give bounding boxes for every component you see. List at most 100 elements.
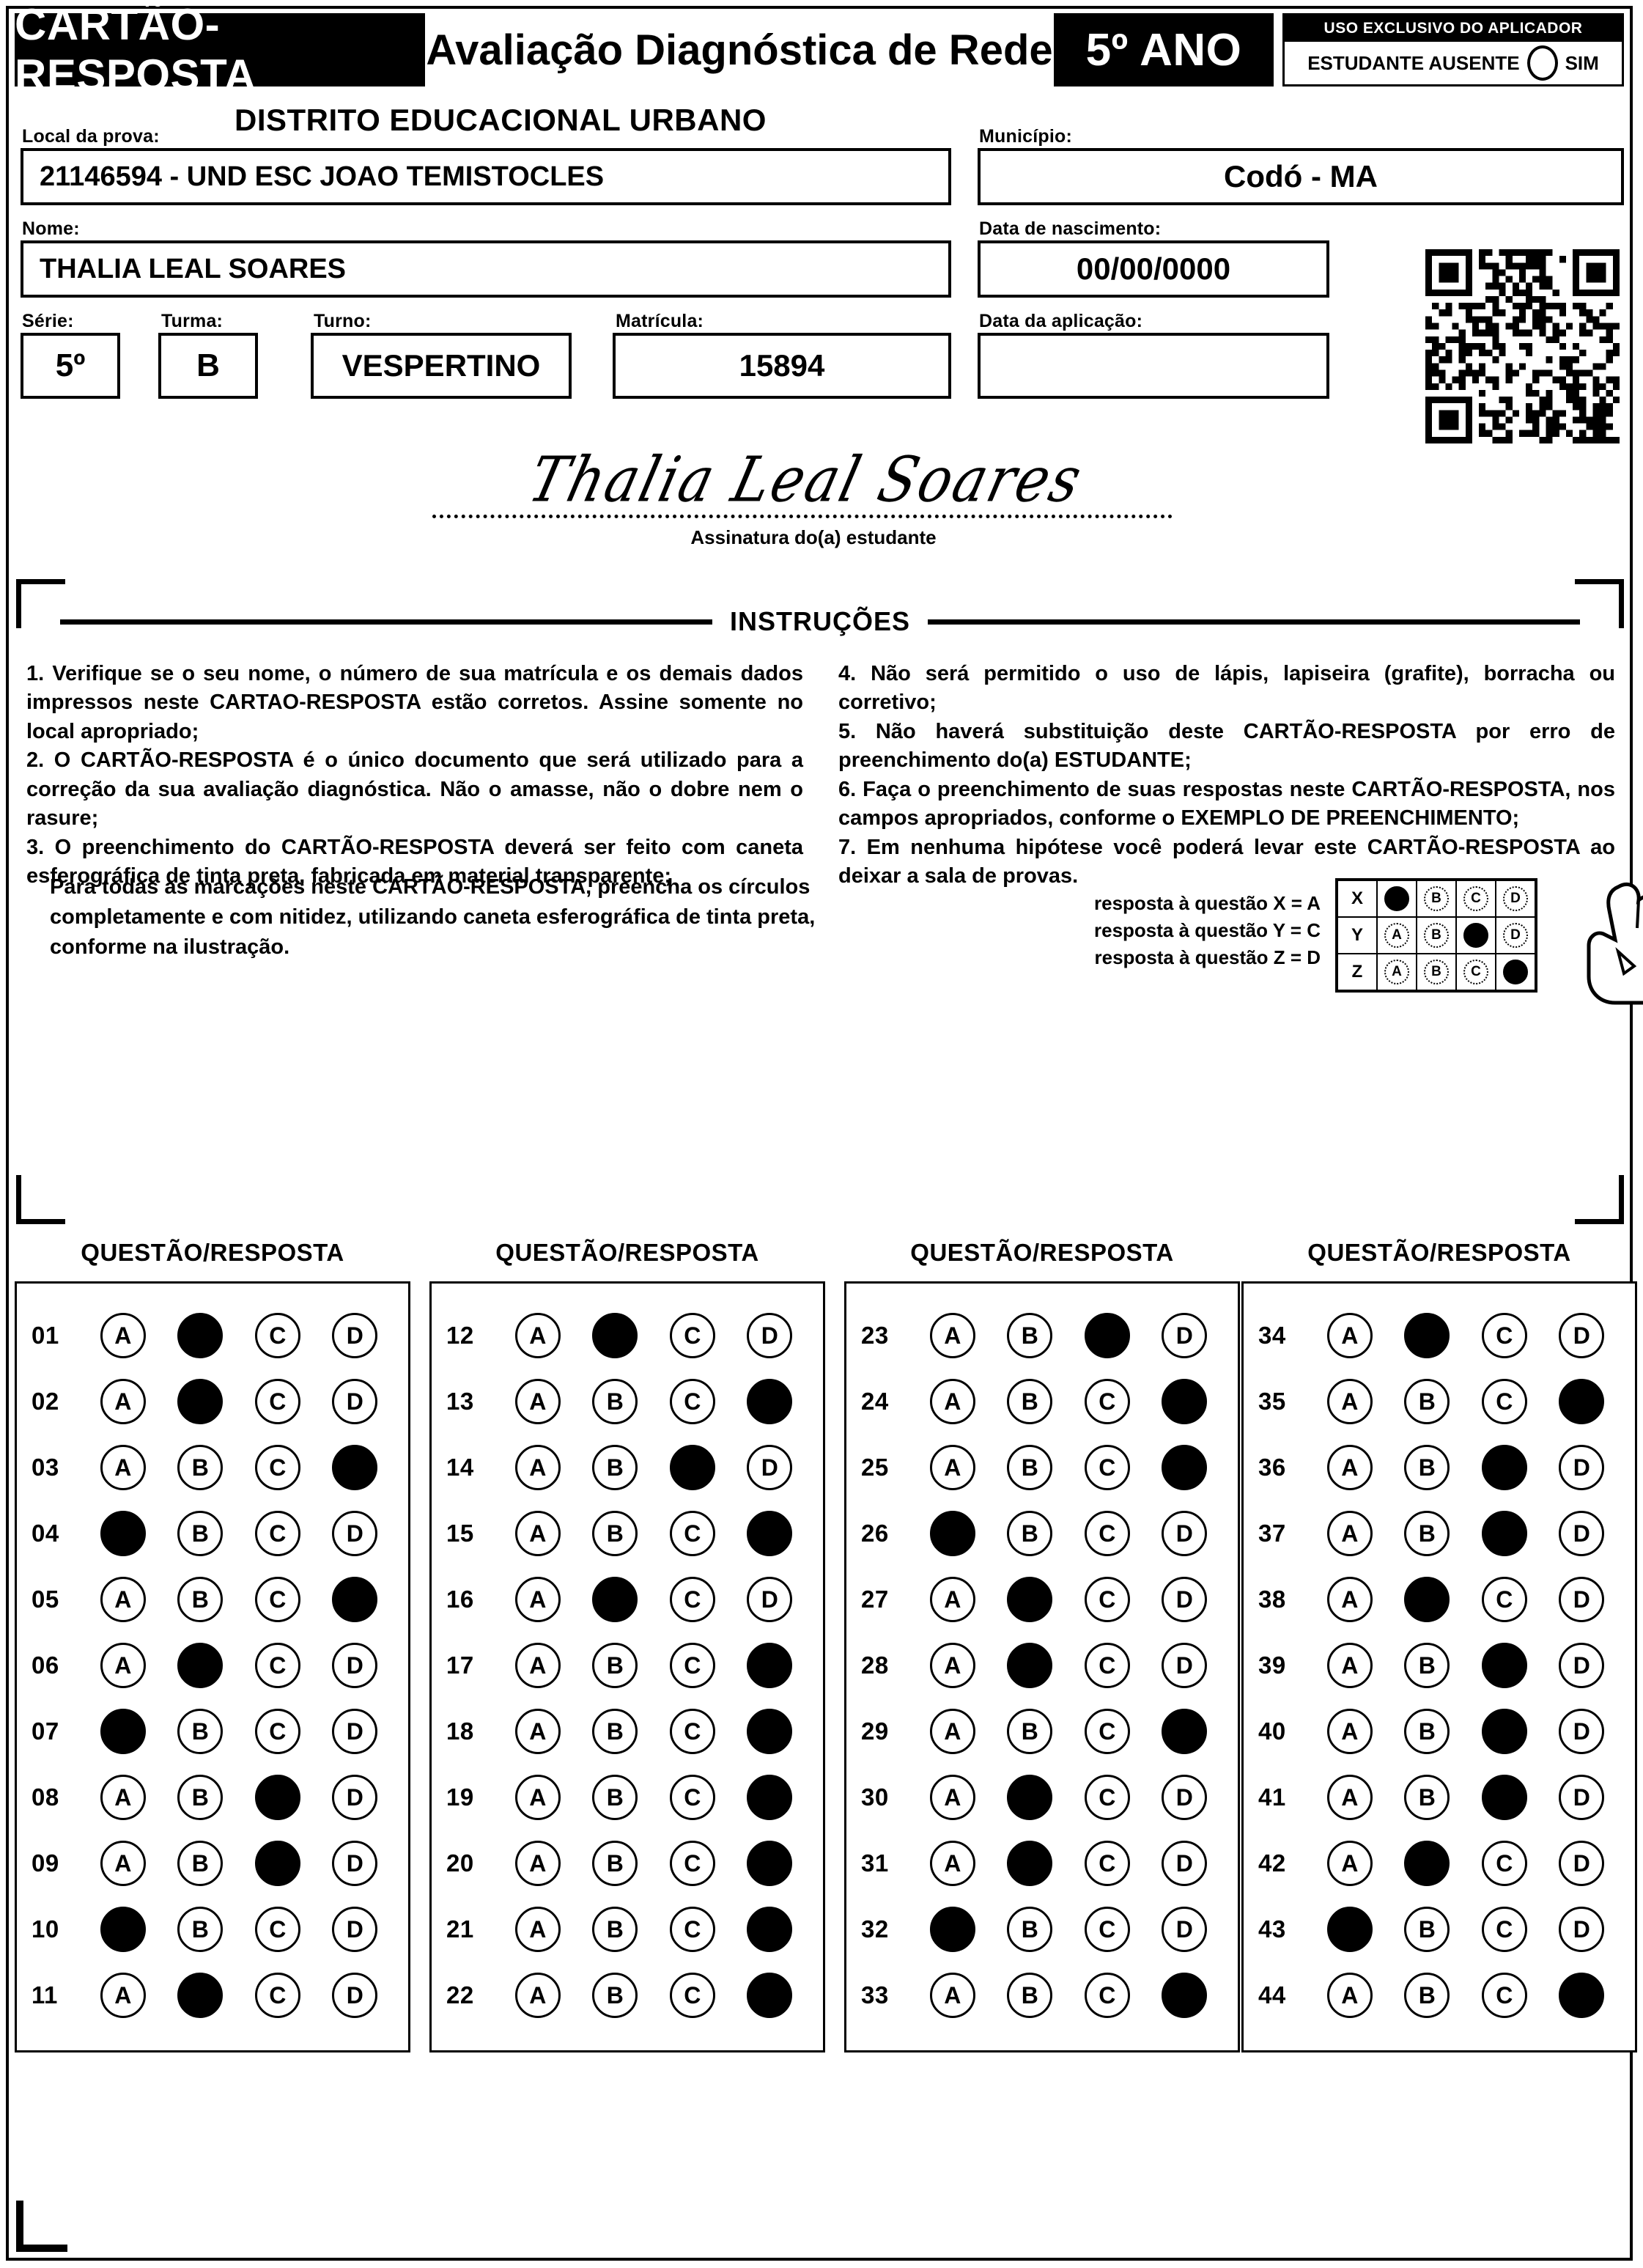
bubble-c[interactable]: C — [1084, 1775, 1130, 1820]
bubble-c[interactable]: C — [1084, 1709, 1130, 1754]
example-bubble-c-icon[interactable]: C — [1463, 923, 1488, 948]
bubble-b[interactable]: B — [1404, 1577, 1450, 1622]
bubble-d[interactable]: D — [332, 1313, 378, 1358]
example-bubble-b-icon[interactable]: B — [1424, 960, 1449, 984]
bubble-c[interactable]: C — [254, 1907, 300, 1952]
bubble-a[interactable]: A — [929, 1379, 975, 1424]
bubble-d[interactable]: D — [1162, 1313, 1208, 1358]
bubble-a[interactable]: A — [514, 1973, 561, 2018]
bubble-b[interactable]: B — [592, 1577, 638, 1622]
example-bubble-cell[interactable]: C — [1455, 879, 1496, 918]
bubble-b[interactable]: B — [1007, 1313, 1053, 1358]
bubble-a[interactable]: A — [1326, 1775, 1373, 1820]
bubble-a[interactable]: A — [100, 1313, 146, 1358]
bubble-b[interactable]: B — [1404, 1379, 1450, 1424]
bubble-a[interactable]: A — [100, 1445, 146, 1490]
example-bubble-b-icon[interactable]: B — [1424, 923, 1449, 948]
bubble-d[interactable]: D — [1559, 1445, 1605, 1490]
bubble-d[interactable]: D — [1559, 1907, 1605, 1952]
bubble-b[interactable]: B — [592, 1973, 638, 2018]
bubble-d[interactable]: D — [332, 1709, 378, 1754]
nome-field[interactable]: THALIA LEAL SOARES — [21, 240, 951, 298]
bubble-c[interactable]: C — [254, 1709, 300, 1754]
bubble-a[interactable]: A — [514, 1379, 561, 1424]
bubble-c[interactable]: C — [669, 1841, 715, 1886]
bubble-a[interactable]: A — [1326, 1907, 1373, 1952]
example-bubble-cell[interactable]: A — [1376, 953, 1417, 992]
bubble-b[interactable]: B — [177, 1313, 224, 1358]
bubble-c[interactable]: C — [1481, 1841, 1527, 1886]
bubble-d[interactable]: D — [747, 1445, 793, 1490]
bubble-c[interactable]: C — [254, 1577, 300, 1622]
example-bubble-d-icon[interactable]: D — [1503, 923, 1528, 948]
bubble-b[interactable]: B — [1007, 1511, 1053, 1556]
example-bubble-cell[interactable]: A — [1376, 916, 1417, 954]
bubble-b[interactable]: B — [1007, 1709, 1053, 1754]
example-bubble-cell[interactable]: D — [1495, 916, 1537, 954]
bubble-b[interactable]: B — [592, 1775, 638, 1820]
bubble-d[interactable]: D — [1559, 1775, 1605, 1820]
bubble-a[interactable]: A — [929, 1643, 975, 1688]
absent-bubble-icon[interactable] — [1526, 45, 1558, 81]
bubble-b[interactable]: B — [592, 1643, 638, 1688]
bubble-d[interactable]: D — [332, 1775, 378, 1820]
bubble-b[interactable]: B — [1404, 1907, 1450, 1952]
bubble-b[interactable]: B — [177, 1973, 224, 2018]
bubble-c[interactable]: C — [1084, 1445, 1130, 1490]
bubble-d[interactable]: D — [1559, 1511, 1605, 1556]
matricula-field[interactable]: 15894 — [613, 333, 951, 399]
bubble-d[interactable]: D — [332, 1577, 378, 1622]
bubble-a[interactable]: A — [929, 1577, 975, 1622]
bubble-c[interactable]: C — [1084, 1511, 1130, 1556]
example-bubble-cell[interactable]: C — [1455, 916, 1496, 954]
bubble-b[interactable]: B — [1007, 1775, 1053, 1820]
bubble-d[interactable]: D — [1559, 1973, 1605, 2018]
bubble-b[interactable]: B — [592, 1379, 638, 1424]
bubble-c[interactable]: C — [1481, 1907, 1527, 1952]
bubble-b[interactable]: B — [592, 1511, 638, 1556]
bubble-c[interactable]: C — [669, 1511, 715, 1556]
bubble-c[interactable]: C — [1481, 1973, 1527, 2018]
bubble-c[interactable]: C — [254, 1445, 300, 1490]
bubble-d[interactable]: D — [1162, 1775, 1208, 1820]
bubble-b[interactable]: B — [1404, 1841, 1450, 1886]
example-bubble-b-icon[interactable]: B — [1424, 886, 1449, 911]
bubble-d[interactable]: D — [1559, 1577, 1605, 1622]
bubble-a[interactable]: A — [100, 1775, 146, 1820]
bubble-b[interactable]: B — [177, 1511, 224, 1556]
bubble-a[interactable]: A — [514, 1313, 561, 1358]
bubble-c[interactable]: C — [1084, 1907, 1130, 1952]
bubble-a[interactable]: A — [1326, 1709, 1373, 1754]
bubble-c[interactable]: C — [254, 1379, 300, 1424]
bubble-d[interactable]: D — [1559, 1313, 1605, 1358]
bubble-b[interactable]: B — [177, 1907, 224, 1952]
bubble-b[interactable]: B — [177, 1577, 224, 1622]
bubble-c[interactable]: C — [1481, 1775, 1527, 1820]
bubble-c[interactable]: C — [669, 1577, 715, 1622]
bubble-b[interactable]: B — [1007, 1643, 1053, 1688]
bubble-c[interactable]: C — [1084, 1841, 1130, 1886]
bubble-c[interactable]: C — [1084, 1973, 1130, 2018]
bubble-d[interactable]: D — [1559, 1841, 1605, 1886]
bubble-a[interactable]: A — [514, 1907, 561, 1952]
bubble-b[interactable]: B — [1404, 1511, 1450, 1556]
bubble-c[interactable]: C — [669, 1907, 715, 1952]
bubble-a[interactable]: A — [514, 1445, 561, 1490]
bubble-d[interactable]: D — [1162, 1709, 1208, 1754]
bubble-d[interactable]: D — [1162, 1973, 1208, 2018]
bubble-b[interactable]: B — [177, 1841, 224, 1886]
bubble-c[interactable]: C — [254, 1643, 300, 1688]
bubble-a[interactable]: A — [929, 1445, 975, 1490]
bubble-b[interactable]: B — [177, 1379, 224, 1424]
bubble-b[interactable]: B — [1007, 1445, 1053, 1490]
bubble-d[interactable]: D — [332, 1841, 378, 1886]
bubble-d[interactable]: D — [332, 1907, 378, 1952]
bubble-c[interactable]: C — [1481, 1313, 1527, 1358]
example-bubble-cell[interactable]: D — [1495, 953, 1537, 992]
bubble-a[interactable]: A — [1326, 1973, 1373, 2018]
example-bubble-d-icon[interactable]: D — [1503, 960, 1528, 984]
bubble-b[interactable]: B — [1404, 1313, 1450, 1358]
example-bubble-c-icon[interactable]: C — [1463, 960, 1488, 984]
bubble-b[interactable]: B — [1007, 1577, 1053, 1622]
bubble-c[interactable]: C — [254, 1313, 300, 1358]
